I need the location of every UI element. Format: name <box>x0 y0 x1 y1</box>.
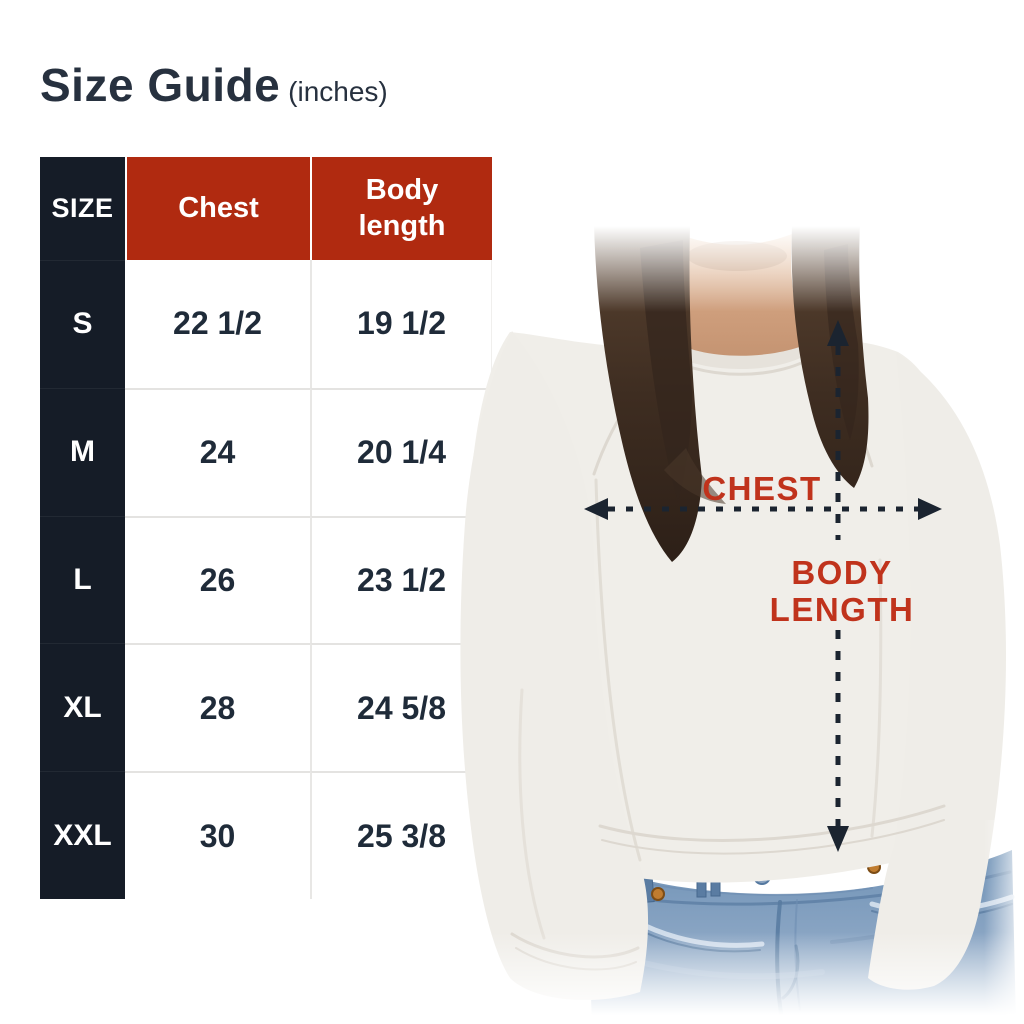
model-sweatshirt <box>460 331 1006 1001</box>
model-jeans <box>586 850 1016 1024</box>
size-table-header-chest: Chest <box>125 157 310 260</box>
photo-bottom-fade <box>440 932 1024 1024</box>
rivet-icon <box>651 887 665 901</box>
photo-top-fade <box>530 140 1024 312</box>
rivet-icon <box>914 866 926 878</box>
rivet-icon <box>867 860 881 874</box>
body-length-label-line1: BODY <box>791 554 892 591</box>
size-table-row-xl-label: XL <box>40 643 125 772</box>
size-table: SIZE Chest Body length S 22 1/2 19 1/2 M… <box>40 157 492 899</box>
size-table-header-size: SIZE <box>40 157 125 260</box>
jeans-button-icon <box>753 867 771 885</box>
model-hair <box>594 224 869 562</box>
size-table-row-xxl-chest: 30 <box>125 771 310 899</box>
page-title: Size Guide (inches) <box>40 58 388 112</box>
size-table-row-s-chest: 22 1/2 <box>125 260 310 388</box>
photo-right-fade <box>984 820 1024 1024</box>
size-table-row-xxl-label: XXL <box>40 771 125 899</box>
size-table-row-l-chest: 26 <box>125 515 310 644</box>
size-table-row-s-label: S <box>40 260 125 388</box>
size-table-row-l-body-length: 23 1/2 <box>310 515 492 644</box>
size-table-row-m-body-length: 20 1/4 <box>310 387 492 516</box>
size-table-row-xl-chest: 28 <box>125 643 310 772</box>
size-table-row-xl-body-length: 24 5/8 <box>310 643 492 772</box>
body-length-label-line2: LENGTH <box>770 591 915 628</box>
size-table-row-xxl-body-length: 25 3/8 <box>310 771 492 899</box>
model-neck <box>662 234 808 363</box>
chest-measure-arrow <box>584 498 942 520</box>
page-title-text: Size Guide <box>40 59 281 111</box>
chest-label: CHEST <box>702 470 821 507</box>
size-table-header-body-length: Body length <box>310 157 492 260</box>
size-table-row-s-body-length: 19 1/2 <box>310 260 492 388</box>
size-table-row-m-chest: 24 <box>125 387 310 516</box>
body-length-measure-arrow <box>827 320 849 852</box>
size-table-row-l-label: L <box>40 515 125 644</box>
rivet-icon <box>695 864 709 878</box>
size-table-row-m-label: M <box>40 387 125 516</box>
page-title-unit: (inches) <box>288 76 388 107</box>
